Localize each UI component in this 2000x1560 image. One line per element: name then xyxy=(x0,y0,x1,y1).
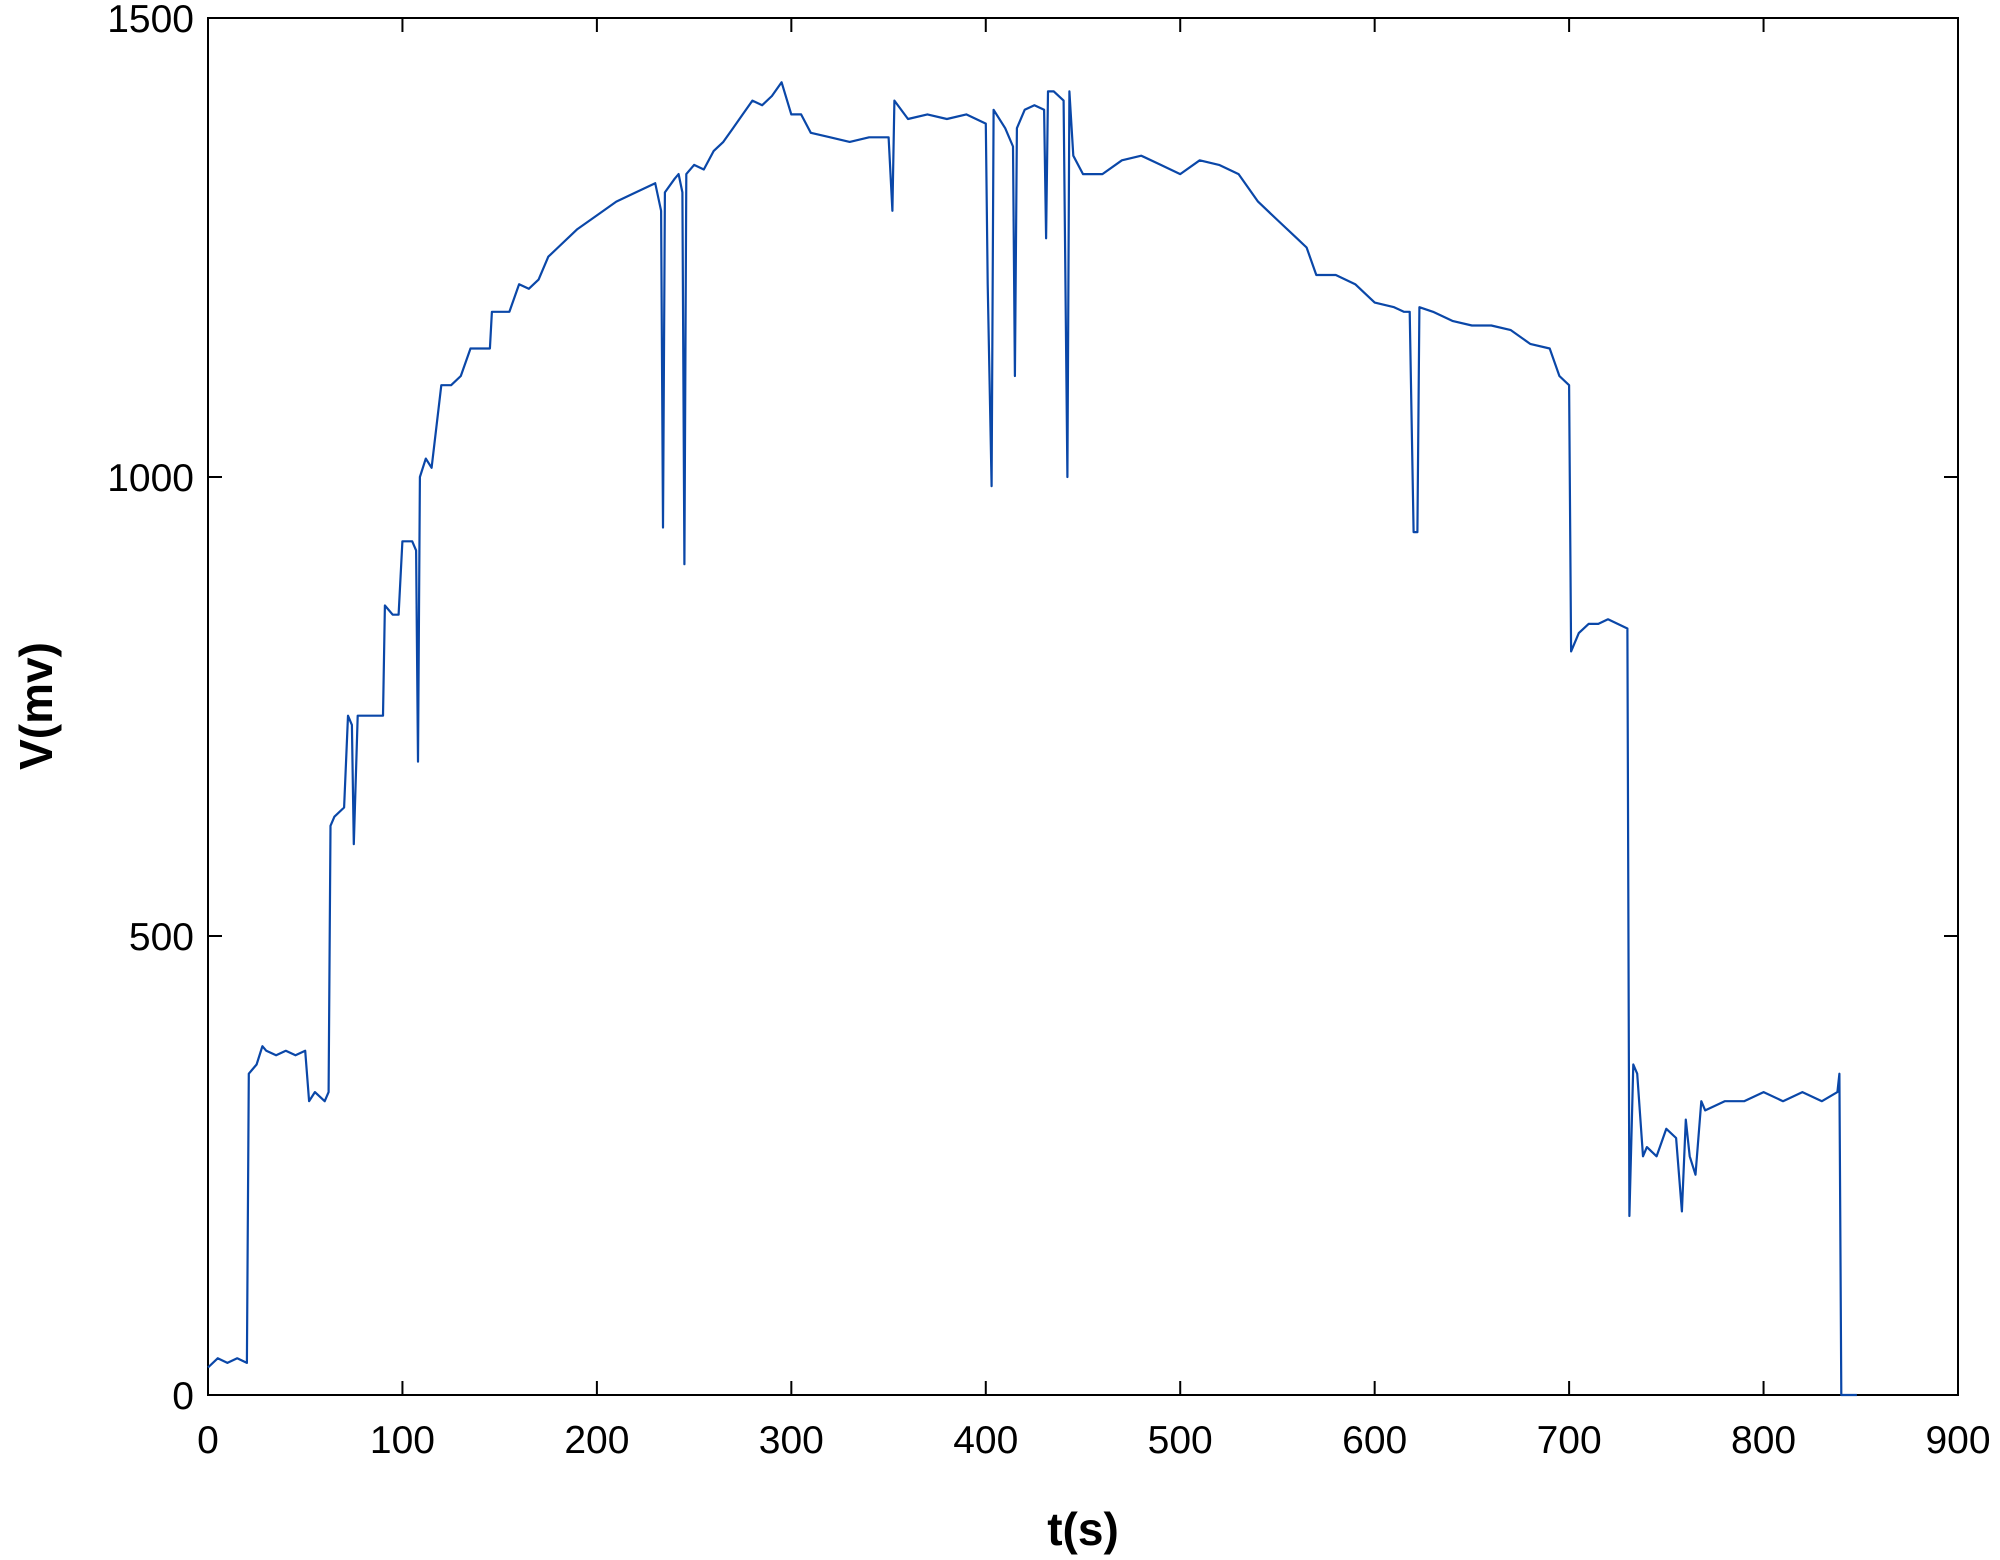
plot-frame xyxy=(207,17,1959,1396)
data-line xyxy=(207,81,1857,1397)
y-tick-label: 1500 xyxy=(107,0,194,41)
x-axis-label: t(s) xyxy=(1047,1503,1119,1555)
x-tick-label: 900 xyxy=(1925,1419,1990,1462)
x-tick-label: 500 xyxy=(1148,1419,1213,1462)
x-tick-label: 600 xyxy=(1342,1419,1407,1462)
y-tick-label: 500 xyxy=(129,916,194,959)
x-tick-label: 100 xyxy=(370,1419,435,1462)
y-tick-label: 0 xyxy=(172,1375,194,1418)
x-tick-label: 300 xyxy=(759,1419,824,1462)
y-axis-label: V(mv) xyxy=(10,642,62,770)
x-tick-label: 800 xyxy=(1731,1419,1796,1462)
x-tick-label: 0 xyxy=(197,1419,219,1462)
x-tick-label: 200 xyxy=(564,1419,629,1462)
x-tick-label: 400 xyxy=(953,1419,1018,1462)
x-tick-label: 700 xyxy=(1537,1419,1602,1462)
y-tick-label: 1000 xyxy=(107,457,194,500)
